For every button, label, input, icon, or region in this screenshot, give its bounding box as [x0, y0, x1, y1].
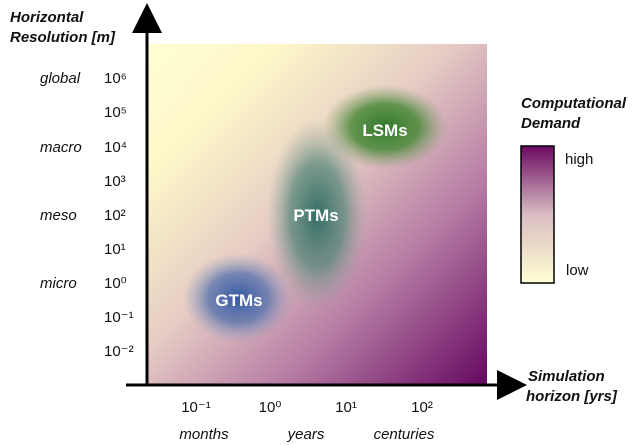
ptm-label: PTMs	[293, 206, 338, 225]
legend-high-label: high	[565, 151, 593, 168]
lsm-label: LSMs	[362, 121, 407, 140]
y-tick: 10³	[104, 173, 126, 190]
x-scale-years: years	[287, 426, 325, 443]
x-tick: 10²	[411, 399, 433, 416]
legend-title-line2: Demand	[521, 115, 581, 132]
y-scale-meso: meso	[40, 207, 77, 224]
y-tick: 10⁻¹	[104, 309, 134, 326]
x-tick: 10⁻¹	[181, 399, 211, 416]
legend-low-label: low	[566, 262, 589, 279]
x-scale-centuries: centuries	[374, 426, 435, 443]
y-axis-title-line2: Resolution [m]	[10, 29, 116, 46]
legend-colorbar	[520, 145, 555, 284]
x-tick: 10⁰	[259, 399, 282, 416]
y-scale-macro: macro	[40, 139, 82, 156]
ptm-region	[267, 120, 367, 310]
x-scale-months: months	[179, 426, 229, 443]
y-axis-title-line1: Horizontal	[10, 9, 84, 26]
y-tick: 10⁵	[104, 104, 127, 121]
x-axis-title-line1: Simulation	[528, 368, 605, 385]
y-tick: 10⁶	[104, 70, 127, 87]
x-axis-title-line2: horizon [yrs]	[526, 388, 618, 405]
y-tick: 10⁴	[104, 139, 127, 156]
gtm-label: GTMs	[215, 291, 262, 310]
y-scale-micro: micro	[40, 275, 77, 292]
y-scale-global: global	[40, 70, 81, 87]
y-tick: 10²	[104, 207, 126, 224]
legend-title-line1: Computational	[521, 95, 627, 112]
x-tick: 10¹	[335, 399, 357, 416]
gtm-region	[183, 253, 293, 343]
y-tick: 10⁻²	[104, 343, 134, 360]
lsm-region	[323, 85, 447, 169]
y-tick: 10¹	[104, 241, 126, 258]
y-tick: 10⁰	[104, 275, 127, 292]
